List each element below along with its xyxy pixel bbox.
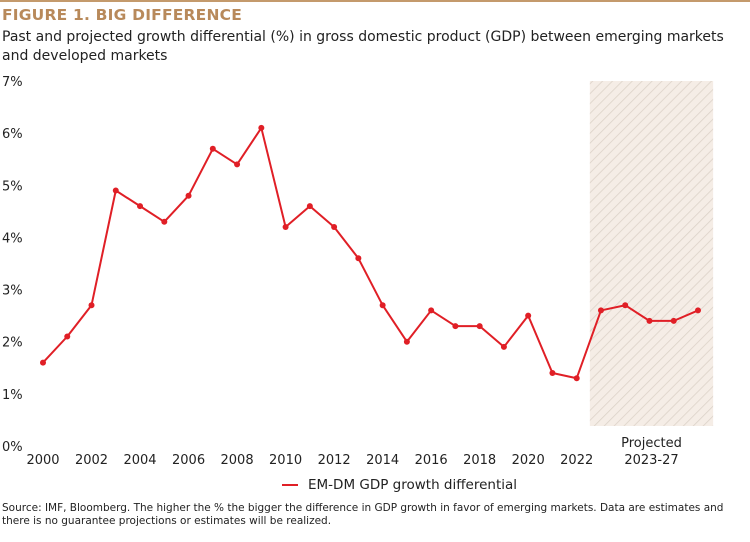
data-point (306, 203, 313, 210)
data-point (331, 224, 338, 230)
y-tick-label: 0% (2, 440, 23, 455)
data-point (40, 359, 46, 366)
projected-years-label: 2023-27 (624, 453, 678, 468)
data-point (161, 218, 168, 225)
y-tick-label: 1% (2, 388, 23, 403)
data-point (500, 343, 507, 350)
y-tick-label: 2% (2, 336, 23, 351)
data-point (670, 317, 677, 324)
data-point (282, 224, 289, 230)
legend-label: EM-DM GDP growth differential (308, 477, 518, 493)
y-tick-label: 5% (2, 179, 23, 194)
projected-region (589, 81, 714, 426)
data-point (379, 302, 386, 309)
data-point (234, 161, 241, 168)
legend-swatch-line (282, 484, 298, 486)
data-point (403, 338, 410, 345)
data-point (137, 203, 144, 210)
data-point (88, 302, 95, 309)
projected-label: Projected (621, 436, 682, 451)
x-tick-label: 2010 (269, 453, 302, 468)
chart-legend: EM-DM GDP growth differential (282, 477, 517, 493)
x-tick-label: 2014 (366, 453, 399, 468)
data-point (622, 302, 629, 309)
data-point (476, 323, 483, 330)
x-tick-label: 2018 (463, 453, 496, 468)
data-point (209, 145, 216, 152)
data-point (185, 192, 192, 199)
data-point (549, 370, 556, 376)
x-tick-label: 2004 (123, 453, 156, 468)
series-line (42, 126, 699, 380)
data-point (355, 255, 362, 262)
y-tick-label: 4% (2, 231, 23, 246)
y-tick-label: 7% (2, 75, 23, 90)
data-point (112, 187, 119, 194)
source-note: Source: IMF, Bloomberg. The higher the %… (2, 502, 724, 527)
data-point (428, 307, 435, 314)
figure-title: FIGURE 1. BIG DIFFERENCE (2, 6, 243, 24)
y-tick-label: 6% (2, 127, 23, 142)
data-point (646, 317, 653, 324)
x-tick-label: 2020 (512, 453, 545, 468)
data-point (258, 124, 265, 131)
x-tick-label: 2012 (318, 453, 351, 468)
data-point (573, 375, 580, 382)
x-tick-label: 2000 (26, 453, 59, 468)
x-tick-label: 2016 (415, 453, 448, 468)
data-point (452, 323, 459, 330)
x-tick-label: 2008 (221, 453, 254, 468)
y-tick-label: 3% (2, 284, 23, 299)
data-point (525, 312, 532, 319)
figure-subtitle: Past and projected growth differential (… (2, 29, 724, 64)
data-point (64, 333, 71, 340)
data-point (695, 307, 701, 314)
x-tick-label: 2002 (75, 453, 108, 468)
x-tick-label: 2006 (172, 453, 205, 468)
top-rule (0, 0, 750, 2)
data-point (597, 307, 604, 314)
x-tick-label: 2022 (560, 453, 593, 468)
